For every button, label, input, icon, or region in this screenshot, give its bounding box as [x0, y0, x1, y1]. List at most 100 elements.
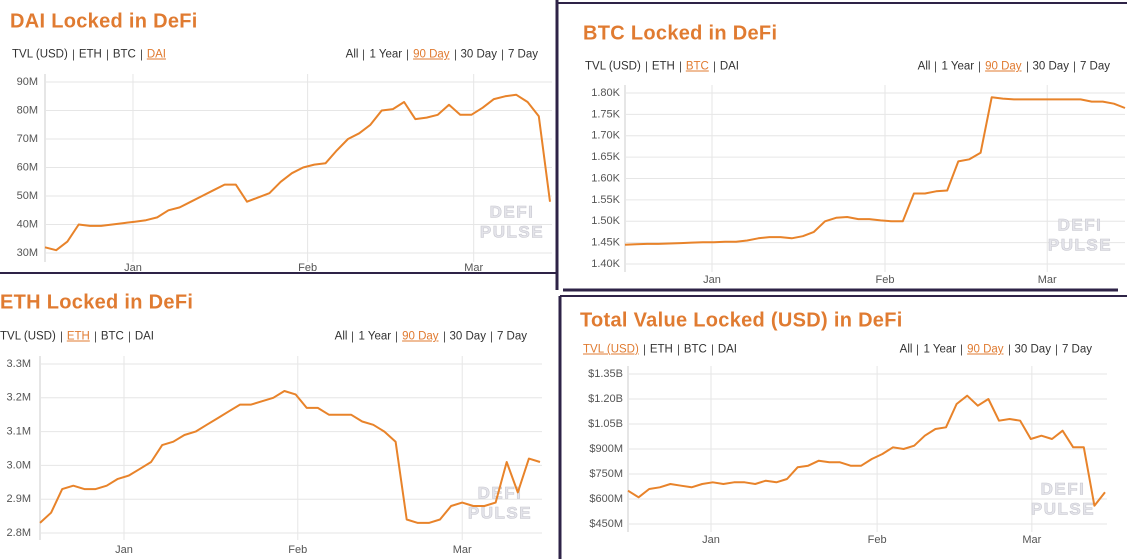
series-tab[interactable]: DAI: [711, 344, 737, 356]
range-tab[interactable]: All: [899, 343, 913, 356]
watermark: DEFI: [1041, 479, 1086, 498]
series-tab[interactable]: TVL (USD): [0, 330, 56, 343]
y-tick-label: 70M: [17, 133, 38, 145]
y-tick-label: 1.55K: [591, 194, 620, 206]
series-tab[interactable]: DAI: [713, 61, 739, 73]
y-tick-label: $1.35B: [588, 368, 623, 380]
x-tick-label: Mar: [464, 262, 483, 274]
range-tab[interactable]: All: [334, 330, 348, 343]
range-tab[interactable]: 7 Day: [1055, 344, 1092, 356]
range-tab[interactable]: 1 Year: [363, 49, 407, 61]
x-tick-label: Jan: [703, 274, 721, 286]
y-tick-label: 60M: [17, 161, 38, 173]
watermark: DEFI: [1058, 215, 1103, 234]
series-tab[interactable]: ETH: [645, 61, 680, 73]
y-tick-label: 3.3M: [7, 358, 31, 370]
y-tick-label: 1.45K: [591, 237, 620, 249]
chart-title: DAI Locked in DeFi: [10, 10, 198, 33]
x-tick-label: Feb: [288, 544, 307, 556]
y-tick-label: $900M: [589, 443, 623, 455]
range-tab[interactable]: 30 Day: [454, 49, 502, 61]
x-tick-label: Jan: [124, 262, 142, 274]
series-tab[interactable]: DAI: [128, 331, 154, 343]
range-tab[interactable]: 30 Day: [1026, 61, 1074, 73]
x-tick-label: Feb: [876, 274, 895, 286]
y-tick-label: $1.20B: [588, 393, 623, 405]
x-tick-label: Mar: [453, 544, 472, 556]
range-tab[interactable]: 1 Year: [935, 61, 979, 73]
series-tab[interactable]: ETH: [72, 49, 107, 61]
x-tick-label: Mar: [1038, 274, 1057, 286]
chart-title: BTC Locked in DeFi: [583, 22, 778, 45]
watermark: PULSE: [480, 222, 544, 241]
chart-title: ETH Locked in DeFi: [0, 291, 194, 314]
y-tick-label: 3.1M: [7, 426, 31, 438]
series-tab[interactable]: BTC: [106, 49, 141, 61]
x-tick-label: Mar: [1022, 534, 1041, 546]
y-tick-label: 40M: [17, 218, 38, 230]
data-line: [39, 390, 541, 524]
watermark: PULSE: [1031, 499, 1095, 518]
chart-title: Total Value Locked (USD) in DeFi: [580, 309, 903, 332]
y-tick-label: 1.65K: [591, 151, 620, 163]
y-tick-label: 3.0M: [7, 459, 31, 471]
x-tick-label: Jan: [115, 544, 133, 556]
x-tick-label: Feb: [868, 534, 887, 546]
data-line: [44, 93, 551, 252]
range-tabs: All 1 Year 90 Day 30 Day 7 Day: [334, 330, 527, 343]
y-tick-label: 1.80K: [591, 87, 620, 99]
series-tab[interactable]: BTC: [677, 344, 712, 356]
series-tab[interactable]: ETH: [60, 331, 95, 343]
y-tick-label: 1.40K: [591, 258, 620, 270]
y-tick-label: 2.8M: [7, 527, 31, 539]
y-tick-label: 3.2M: [7, 392, 31, 404]
y-tick-label: 1.50K: [591, 215, 620, 227]
series-tabs: TVL (USD) ETH BTC DAI: [585, 60, 739, 73]
y-tick-label: 1.75K: [591, 108, 620, 120]
watermark: DEFI: [490, 202, 535, 221]
range-tab[interactable]: 1 Year: [917, 344, 961, 356]
watermark: PULSE: [468, 503, 532, 522]
y-tick-label: 30M: [17, 247, 38, 259]
range-tab[interactable]: 7 Day: [501, 49, 538, 61]
x-tick-label: Feb: [298, 262, 317, 274]
series-tab[interactable]: TVL (USD): [12, 48, 68, 61]
y-tick-label: $1.05B: [588, 418, 623, 430]
y-tick-label: 1.60K: [591, 172, 620, 184]
range-tabs: All 1 Year 90 Day 30 Day 7 Day: [899, 343, 1092, 356]
range-tab[interactable]: 1 Year: [352, 331, 396, 343]
range-tab[interactable]: All: [917, 60, 931, 73]
x-tick-label: Jan: [702, 534, 720, 546]
y-tick-label: 2.9M: [7, 493, 31, 505]
series-tab[interactable]: TVL (USD): [583, 343, 639, 356]
y-tick-label: $750M: [589, 468, 623, 480]
y-tick-label: 80M: [17, 104, 38, 116]
range-tab[interactable]: 90 Day: [979, 61, 1026, 73]
range-tab[interactable]: 7 Day: [490, 331, 527, 343]
range-tab[interactable]: 30 Day: [443, 331, 491, 343]
range-tabs: All 1 Year 90 Day 30 Day 7 Day: [345, 48, 538, 61]
range-tab[interactable]: All: [345, 48, 359, 61]
series-tabs: TVL (USD) ETH BTC DAI: [12, 48, 166, 61]
series-tab[interactable]: DAI: [140, 49, 166, 61]
y-tick-label: $600M: [589, 493, 623, 505]
series-tab[interactable]: BTC: [94, 331, 129, 343]
series-tab[interactable]: TVL (USD): [585, 60, 641, 73]
range-tab[interactable]: 90 Day: [407, 49, 454, 61]
y-tick-label: 90M: [17, 76, 38, 88]
range-tab[interactable]: 7 Day: [1073, 61, 1110, 73]
y-tick-label: 1.70K: [591, 130, 620, 142]
data-line: [624, 96, 1126, 246]
series-tabs: TVL (USD) ETH BTC DAI: [0, 330, 154, 343]
series-tab[interactable]: BTC: [679, 61, 714, 73]
series-tabs: TVL (USD) ETH BTC DAI: [583, 343, 737, 356]
range-tab[interactable]: 90 Day: [961, 344, 1008, 356]
y-tick-label: $450M: [589, 518, 623, 530]
data-line: [627, 394, 1106, 507]
range-tabs: All 1 Year 90 Day 30 Day 7 Day: [917, 60, 1110, 73]
range-tab[interactable]: 30 Day: [1008, 344, 1056, 356]
range-tab[interactable]: 90 Day: [396, 331, 443, 343]
series-tab[interactable]: ETH: [643, 344, 678, 356]
